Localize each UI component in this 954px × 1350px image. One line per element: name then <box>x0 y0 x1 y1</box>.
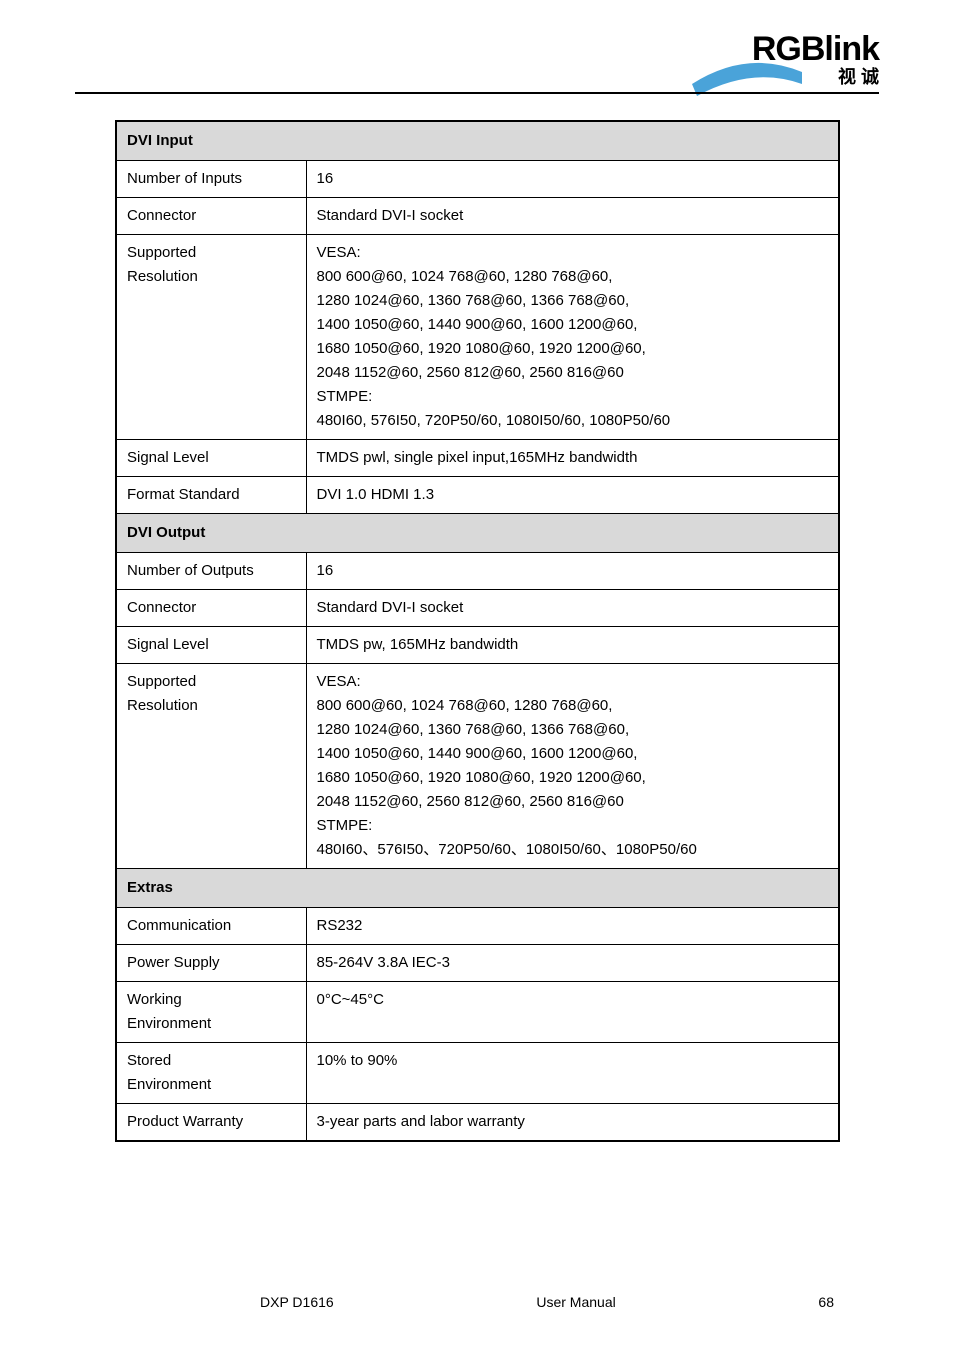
row-value: TMDS pw, 165MHz bandwidth <box>306 627 839 664</box>
row-value: VESA: 800 600@60, 1024 768@60, 1280 768@… <box>306 235 839 440</box>
row-label: Power Supply <box>116 945 306 982</box>
row-value: 0°C~45°C <box>306 982 839 1043</box>
row-label: Format Standard <box>116 477 306 514</box>
row-value: 16 <box>306 553 839 590</box>
row-label: Supported Resolution <box>116 664 306 869</box>
row-value: RS232 <box>306 908 839 945</box>
section-header: DVI Input <box>116 121 839 161</box>
table-row: Signal LevelTMDS pw, 165MHz bandwidth <box>116 627 839 664</box>
table-row: Stored Environment10% to 90% <box>116 1043 839 1104</box>
table-row: ConnectorStandard DVI-I socket <box>116 198 839 235</box>
row-label: Working Environment <box>116 982 306 1043</box>
row-label: Signal Level <box>116 627 306 664</box>
table-row: Number of Outputs16 <box>116 553 839 590</box>
row-value: 16 <box>306 161 839 198</box>
row-label: Number of Inputs <box>116 161 306 198</box>
row-label: Communication <box>116 908 306 945</box>
row-value: DVI 1.0 HDMI 1.3 <box>306 477 839 514</box>
row-value: 85-264V 3.8A IEC-3 <box>306 945 839 982</box>
row-label: Connector <box>116 198 306 235</box>
row-value: Standard DVI-I socket <box>306 590 839 627</box>
row-value: TMDS pwl, single pixel input,165MHz band… <box>306 440 839 477</box>
table-row: Format StandardDVI 1.0 HDMI 1.3 <box>116 477 839 514</box>
footer-product: DXP D1616 <box>260 1294 334 1310</box>
row-label: Signal Level <box>116 440 306 477</box>
row-value: 3-year parts and labor warranty <box>306 1104 839 1142</box>
table-row: ConnectorStandard DVI-I socket <box>116 590 839 627</box>
row-label: Number of Outputs <box>116 553 306 590</box>
section-header: Extras <box>116 869 839 908</box>
table-row: Power Supply85-264V 3.8A IEC-3 <box>116 945 839 982</box>
header-divider <box>75 92 879 94</box>
row-value: Standard DVI-I socket <box>306 198 839 235</box>
footer-page-number: 68 <box>818 1294 834 1310</box>
table-row: Working Environment0°C~45°C <box>116 982 839 1043</box>
table-row: CommunicationRS232 <box>116 908 839 945</box>
section-header: DVI Output <box>116 514 839 553</box>
row-label: Stored Environment <box>116 1043 306 1104</box>
row-label: Supported Resolution <box>116 235 306 440</box>
row-value: VESA: 800 600@60, 1024 768@60, 1280 768@… <box>306 664 839 869</box>
spec-table: DVI InputNumber of Inputs16ConnectorStan… <box>115 120 840 1142</box>
spec-table-container: DVI InputNumber of Inputs16ConnectorStan… <box>115 120 840 1142</box>
table-row: Number of Inputs16 <box>116 161 839 198</box>
table-row: Supported ResolutionVESA: 800 600@60, 10… <box>116 235 839 440</box>
row-label: Connector <box>116 590 306 627</box>
table-row: Supported ResolutionVESA: 800 600@60, 10… <box>116 664 839 869</box>
page-footer: DXP D1616 User Manual 68 <box>0 1294 954 1310</box>
row-value: 10% to 90% <box>306 1043 839 1104</box>
table-row: Product Warranty3-year parts and labor w… <box>116 1104 839 1142</box>
footer-title: User Manual <box>536 1294 615 1310</box>
logo-text: RGBlink <box>752 30 879 69</box>
table-row: Signal LevelTMDS pwl, single pixel input… <box>116 440 839 477</box>
page-header: RGBlink 视 诚 <box>752 30 879 89</box>
row-label: Product Warranty <box>116 1104 306 1142</box>
